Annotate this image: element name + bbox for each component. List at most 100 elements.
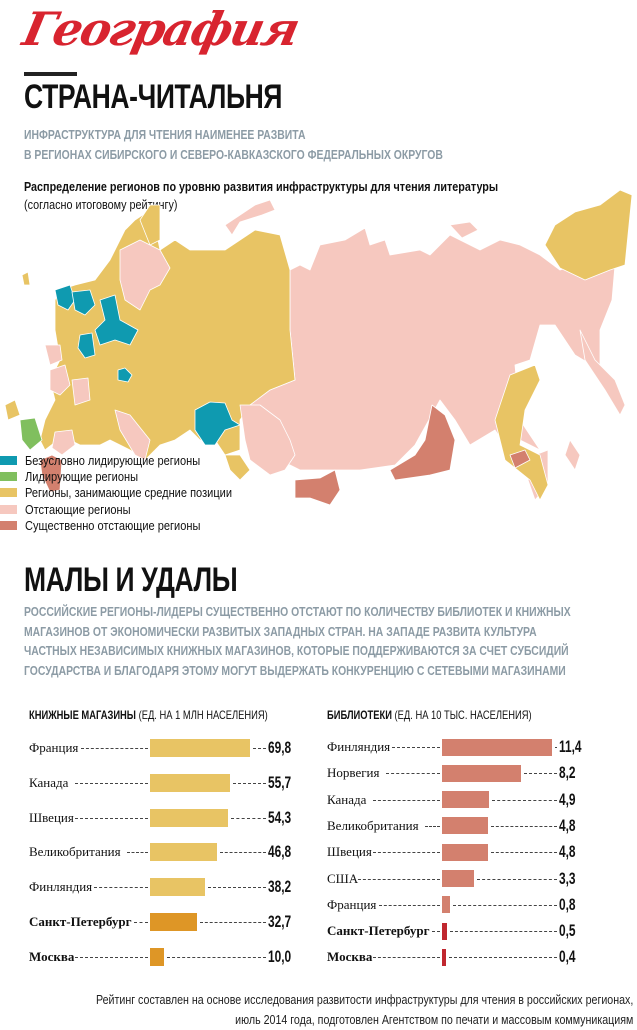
leader-line bbox=[379, 904, 440, 906]
map-region-leading-absolute bbox=[77, 332, 96, 359]
bar-value-label: 0,8 bbox=[559, 894, 576, 914]
bar bbox=[442, 870, 474, 887]
map-region-lagging bbox=[239, 227, 616, 471]
leader-line bbox=[448, 957, 557, 959]
leader-line bbox=[449, 931, 557, 933]
leader-line bbox=[425, 825, 440, 827]
map-region-leading-absolute bbox=[194, 401, 241, 446]
bar bbox=[442, 922, 447, 940]
bar bbox=[442, 738, 552, 756]
leader-line bbox=[555, 747, 557, 748]
bar-category-label: США bbox=[327, 870, 359, 886]
legend-label: Лидирующие регионы bbox=[25, 469, 139, 485]
leader-line bbox=[94, 887, 148, 889]
legend-label: Безусловно лидирующие регионы bbox=[25, 452, 201, 468]
map-region-leading-absolute bbox=[71, 289, 96, 316]
bar bbox=[150, 808, 228, 827]
map-region-lagging bbox=[239, 404, 296, 476]
bar-category-label: Финляндия bbox=[29, 879, 93, 895]
leader-line bbox=[74, 817, 148, 819]
leader-line bbox=[476, 878, 557, 880]
bar-category-label: Швеция bbox=[29, 809, 74, 825]
libraries-chart-header: БИБЛИОТЕКИ (ЕД. НА 10 ТЫС. НАСЕЛЕНИЯ) bbox=[327, 708, 532, 722]
footnote: Рейтинг составлен на основе исследования… bbox=[96, 990, 633, 1030]
paragraph-line: ЧАСТНЫХ НЕЗАВИСИМЫХ КНИЖНЫХ МАГАЗИНОВ, К… bbox=[24, 643, 569, 658]
leader-line bbox=[385, 773, 440, 775]
bar-value-label: 0,4 bbox=[559, 947, 576, 967]
bar-value-label: 69,8 bbox=[268, 738, 292, 757]
leader-line bbox=[432, 931, 440, 933]
map-region-lagging bbox=[564, 439, 581, 471]
leader-line bbox=[491, 825, 557, 827]
bar-value-label: 32,7 bbox=[268, 912, 292, 931]
bar-category-label: Канада bbox=[327, 791, 367, 807]
leader-line bbox=[167, 956, 266, 958]
section1-subtitle: ИНФРАСТРУКТУРА ДЛЯ ЧТЕНИЯ НАИМЕНЕЕ РАЗВИ… bbox=[24, 125, 443, 165]
bar-value-label: 4,8 bbox=[559, 815, 576, 835]
chart-title: БИБЛИОТЕКИ bbox=[327, 708, 392, 722]
bar-value-label: 55,7 bbox=[268, 772, 292, 792]
leader-line bbox=[524, 773, 557, 775]
section1-title: СТРАНА-ЧИТАЛЬНЯ bbox=[24, 78, 283, 116]
leader-line bbox=[199, 922, 266, 923]
bar-category-label: Норвегия bbox=[327, 765, 380, 781]
legend-swatch bbox=[0, 504, 17, 514]
bar bbox=[442, 817, 489, 835]
bar-value-label: 46,8 bbox=[268, 842, 292, 862]
map-region-middle bbox=[139, 204, 161, 246]
section2-title: МАЛЫ И УДАЛЫ bbox=[24, 561, 238, 599]
map-region-lagging bbox=[449, 221, 479, 239]
bar-category-label: Москва bbox=[327, 949, 373, 965]
paragraph-line: ГОСУДАРСТВА И БЛАГОДАРЯ ЭТОМУ МОГУТ ВЫДЕ… bbox=[24, 662, 566, 678]
legend-swatch bbox=[0, 455, 17, 465]
bar bbox=[150, 913, 197, 931]
map-region-far-behind bbox=[39, 454, 63, 493]
bar bbox=[150, 773, 230, 792]
map-region-lagging bbox=[49, 364, 71, 396]
rubric-rule bbox=[24, 72, 77, 76]
legend-item: Отстающие регионы bbox=[0, 501, 269, 517]
bar bbox=[442, 791, 490, 809]
paragraph-line: МАГАЗИНОВ ОТ ЭКОНОМИЧЕСКИ РАЗВИТЫХ ЗАПАД… bbox=[24, 623, 537, 639]
map-region-middle bbox=[224, 454, 251, 481]
legend-swatch bbox=[0, 472, 17, 482]
map-region-middle bbox=[544, 189, 633, 281]
leader-line bbox=[372, 957, 440, 959]
bar-value-label: 54,3 bbox=[268, 807, 292, 827]
legend-label: Регионы, занимающие средние позиции bbox=[25, 485, 232, 501]
leader-line bbox=[492, 799, 557, 801]
leader-line bbox=[372, 852, 440, 854]
legend-item: Безусловно лидирующие регионы bbox=[0, 452, 269, 468]
bar-category-label: Финляндия bbox=[327, 739, 391, 754]
legend-label: Отстающие регионы bbox=[25, 501, 131, 517]
map-region-lagging bbox=[51, 429, 76, 456]
chart-unit: (ЕД. НА 10 ТЫС. НАСЕЛЕНИЯ) bbox=[394, 708, 532, 722]
bar bbox=[442, 764, 522, 782]
legend-item: Существенно отстающие регионы bbox=[0, 518, 269, 534]
legend-item: Регионы, занимающие средние позиции bbox=[0, 485, 269, 501]
leader-line bbox=[207, 887, 266, 889]
map-region-lagging bbox=[119, 239, 171, 311]
footnote-line: июль 2014 года, подготовлен Агентством п… bbox=[234, 1012, 633, 1027]
leader-line bbox=[127, 852, 148, 854]
footnote-line: Рейтинг составлен на основе исследования… bbox=[95, 992, 633, 1007]
bar-category-label: Швеция bbox=[327, 844, 372, 860]
russia-map bbox=[4, 189, 633, 505]
leader-line bbox=[74, 782, 148, 784]
bar-category-label: Великобритания bbox=[29, 844, 121, 860]
leader-line bbox=[219, 852, 266, 854]
bar-category-label: Франция bbox=[29, 740, 79, 755]
bar-value-label: 4,9 bbox=[559, 789, 576, 809]
leader-line bbox=[81, 748, 148, 749]
map-region-leading-absolute bbox=[94, 294, 139, 346]
bar-category-label: Франция bbox=[327, 896, 377, 912]
legend-swatch bbox=[0, 488, 17, 498]
subtitle-line: ИНФРАСТРУКТУРА ДЛЯ ЧТЕНИЯ НАИМЕНЕЕ РАЗВИ… bbox=[24, 127, 306, 142]
bar-value-label: 8,2 bbox=[559, 763, 576, 783]
bar-category-label: Канада bbox=[29, 774, 69, 790]
bar bbox=[442, 948, 446, 966]
bar-category-label: Санкт-Петербург bbox=[327, 923, 430, 939]
leader-line bbox=[134, 922, 148, 923]
map-region-leading-absolute bbox=[117, 367, 133, 383]
map-region-lagging bbox=[114, 409, 151, 461]
